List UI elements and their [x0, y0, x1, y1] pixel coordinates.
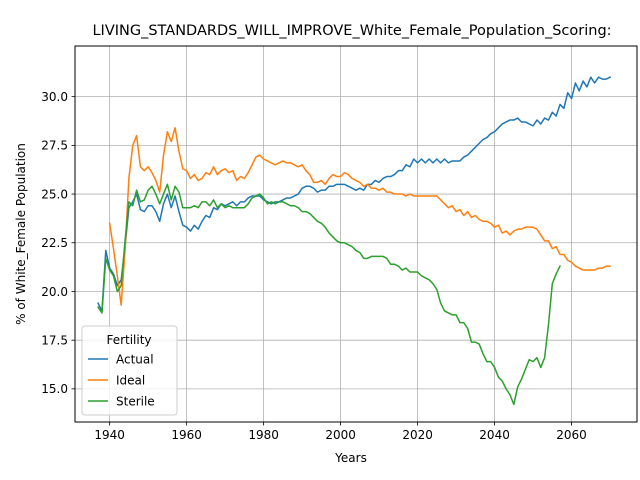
y-tick-label: 27.5: [41, 139, 68, 153]
x-tick-label: 1980: [248, 428, 279, 442]
x-tick-label: 1940: [94, 428, 125, 442]
legend-label-sterile: Sterile: [116, 394, 155, 408]
y-tick-label: 30.0: [41, 90, 68, 104]
y-tick-label: 25.0: [41, 187, 68, 201]
legend-label-actual: Actual: [116, 352, 154, 366]
y-tick-label: 22.5: [41, 236, 68, 250]
x-tick-label: 2060: [556, 428, 587, 442]
legend: Fertility Actual Ideal Sterile: [82, 326, 177, 415]
x-axis-label: Years: [334, 451, 367, 465]
y-tick-label: 17.5: [41, 333, 68, 347]
x-tick-label: 2040: [479, 428, 510, 442]
legend-title: Fertility: [106, 333, 151, 347]
x-tick-label: 2020: [402, 428, 433, 442]
legend-label-ideal: Ideal: [116, 373, 145, 387]
chart-title: LIVING_STANDARDS_WILL_IMPROVE_White_Fema…: [92, 23, 611, 39]
y-tick-label: 15.0: [41, 382, 68, 396]
y-axis-label: % of White_Female Population: [14, 143, 28, 325]
y-tick-label: 20.0: [41, 285, 68, 299]
x-tick-label: 2000: [325, 428, 356, 442]
x-tick-label: 1960: [171, 428, 202, 442]
